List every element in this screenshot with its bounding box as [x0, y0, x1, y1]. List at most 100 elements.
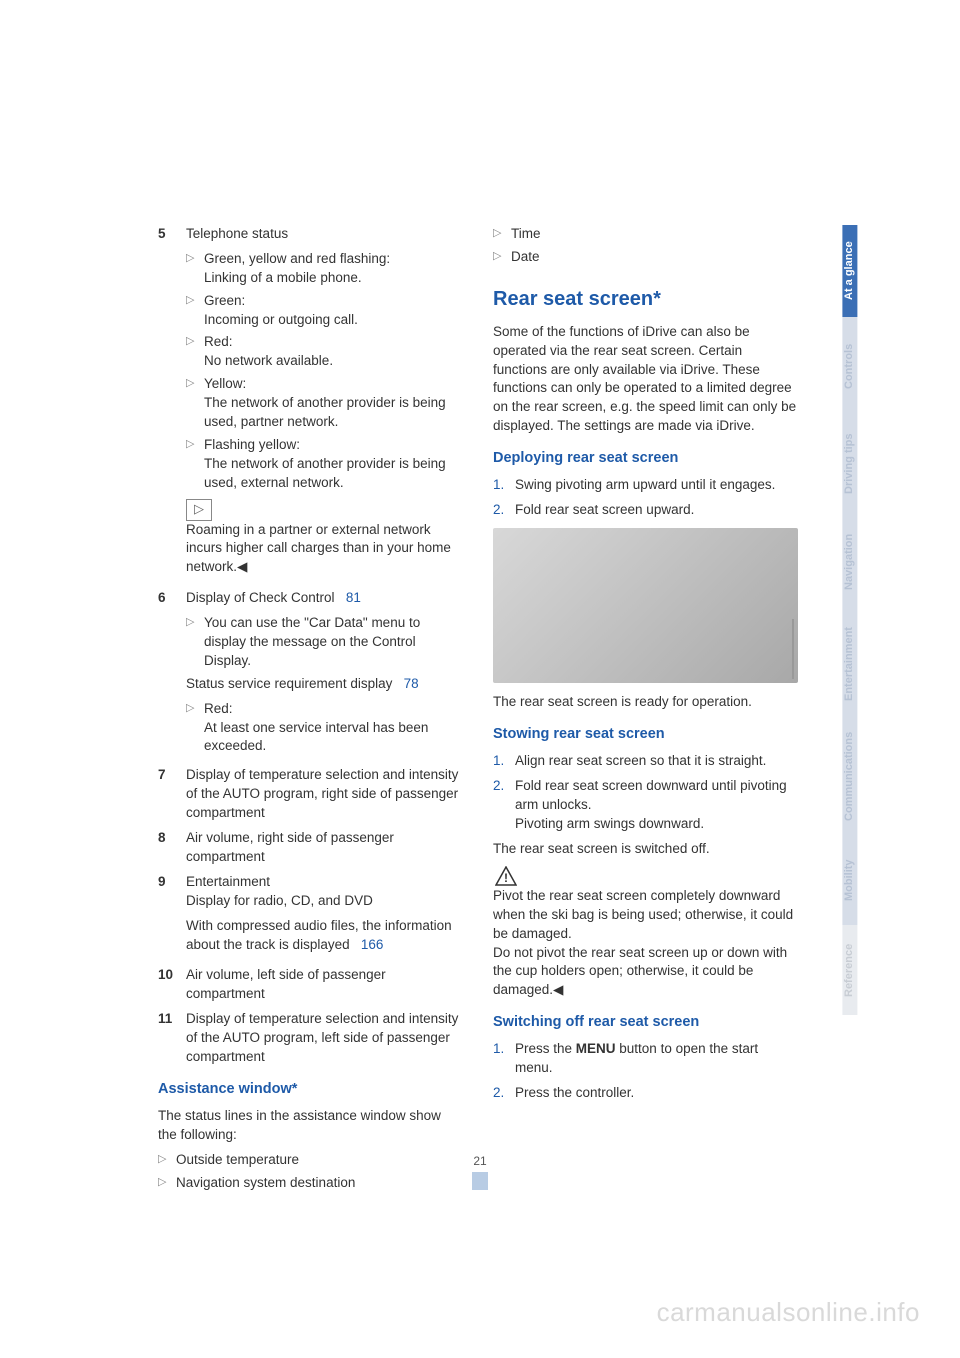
- item-text: Display of temperature selection and int…: [186, 1010, 463, 1067]
- step-bold: MENU: [576, 1041, 616, 1056]
- item-number: 10: [158, 966, 186, 1004]
- bullet: ▷ Date: [493, 248, 798, 267]
- step-text: Press the controller.: [515, 1084, 798, 1103]
- triangle-icon: ▷: [186, 292, 204, 330]
- page-link[interactable]: 166: [361, 937, 384, 952]
- step-2: 2. Fold rear seat screen downward until …: [493, 777, 798, 834]
- step-text: Fold rear seat screen upward.: [515, 501, 798, 520]
- item-text: Display of temperature selection and int…: [186, 766, 463, 823]
- step-number: 1.: [493, 476, 515, 495]
- bullet-head: Red:: [204, 334, 233, 349]
- watermark: carmanualsonline.info: [657, 1294, 920, 1330]
- item-body: Telephone status ▷ Green, yellow and red…: [186, 225, 463, 583]
- side-tab-at-a-glance[interactable]: At a glance: [842, 225, 857, 317]
- list-item-8: 8 Air volume, right side of passenger co…: [158, 829, 463, 867]
- bullet: ▷ Time: [493, 225, 798, 244]
- bullet: ▷ Outside temperature: [158, 1151, 463, 1170]
- item-title: Entertainment: [186, 873, 463, 892]
- triangle-icon: ▷: [186, 614, 204, 671]
- triangle-icon: ▷: [186, 375, 204, 432]
- side-tab-communications[interactable]: Communications: [842, 717, 857, 835]
- bullet-head: Yellow:: [204, 376, 246, 391]
- assist-intro: The status lines in the assistance windo…: [158, 1107, 463, 1145]
- step-text: Swing pivoting arm upward until it engag…: [515, 476, 798, 495]
- bullet: ▷ Green: Incoming or outgoing call.: [186, 292, 463, 330]
- bullet-head: Green, yellow and red flashing:: [204, 251, 390, 266]
- bullet-body: Navigation system destination: [176, 1174, 463, 1193]
- svg-text:!: !: [504, 871, 508, 885]
- item-title: Telephone status: [186, 225, 463, 244]
- bullet-body: Date: [511, 248, 798, 267]
- triangle-icon: ▷: [158, 1151, 176, 1170]
- item-sub: Display for radio, CD, and DVD: [186, 892, 463, 911]
- heading-rear-seat-screen: Rear seat screen*: [493, 285, 798, 313]
- left-column: 5 Telephone status ▷ Green, yellow and r…: [158, 225, 463, 1197]
- step-1: 1. Align rear seat screen so that it is …: [493, 752, 798, 771]
- warning-text: Pivot the rear seat screen completely do…: [493, 888, 793, 941]
- triangle-icon: ▷: [186, 333, 204, 371]
- bullet-body: The network of another provider is being…: [204, 395, 446, 429]
- page-link[interactable]: 78: [404, 676, 419, 691]
- item-text: Air volume, left side of passenger compa…: [186, 966, 463, 1004]
- page-number-bar: [472, 1172, 488, 1190]
- bullet: ▷ Green, yellow and red flashing: Linkin…: [186, 250, 463, 288]
- step-number: 2.: [493, 1084, 515, 1103]
- side-tabs: At a glanceControlsDriving tipsNavigatio…: [842, 225, 868, 1015]
- status-text: Status service requirement display: [186, 676, 392, 691]
- bullet-body: Outside temperature: [176, 1151, 463, 1170]
- bullet-head: Green:: [204, 293, 245, 308]
- item-title: Display of Check Control: [186, 590, 335, 605]
- side-tab-controls[interactable]: Controls: [842, 317, 857, 415]
- step-number: 1.: [493, 752, 515, 771]
- bullet-body: You can use the "Car Data" menu to displ…: [204, 614, 463, 671]
- warning-icon: !: [493, 865, 519, 887]
- side-tab-entertainment[interactable]: Entertainment: [842, 611, 857, 717]
- bullet: ▷ Yellow: The network of another provide…: [186, 375, 463, 432]
- item-number: 8: [158, 829, 186, 867]
- step-1: 1. Swing pivoting arm upward until it en…: [493, 476, 798, 495]
- page-link[interactable]: 81: [346, 590, 361, 605]
- step-2: 2. Fold rear seat screen upward.: [493, 501, 798, 520]
- triangle-icon: ▷: [493, 248, 511, 267]
- triangle-icon: ▷: [493, 225, 511, 244]
- bullet-body: No network available.: [204, 353, 333, 368]
- page-content: 5 Telephone status ▷ Green, yellow and r…: [158, 225, 798, 1197]
- step-pre: Press the: [515, 1041, 576, 1056]
- list-item-5: 5 Telephone status ▷ Green, yellow and r…: [158, 225, 463, 583]
- item-number: 5: [158, 225, 186, 583]
- deploy-after: The rear seat screen is ready for operat…: [493, 693, 798, 712]
- bullet: ▷ Navigation system destination: [158, 1174, 463, 1193]
- step-number: 1.: [493, 1040, 515, 1078]
- bullet-body: At least one service interval has been e…: [204, 720, 428, 754]
- bullet-head: Red:: [204, 701, 233, 716]
- step-text: Fold rear seat screen downward until piv…: [515, 778, 787, 812]
- heading-assistance-window: Assistance window*: [158, 1079, 463, 1099]
- step-number: 2.: [493, 501, 515, 520]
- item-number: 7: [158, 766, 186, 823]
- heading-deploying: Deploying rear seat screen: [493, 448, 798, 468]
- warning-text-2: Do not pivot the rear seat screen up or …: [493, 945, 787, 998]
- heading-stowing: Stowing rear seat screen: [493, 724, 798, 744]
- list-item-9: 9 Entertainment Display for radio, CD, a…: [158, 873, 463, 961]
- side-tab-reference[interactable]: Reference: [842, 925, 857, 1015]
- bullet-body: Incoming or outgoing call.: [204, 312, 358, 327]
- heading-switching-off: Switching off rear seat screen: [493, 1012, 798, 1032]
- triangle-icon: ▷: [158, 1174, 176, 1193]
- side-tab-mobility[interactable]: Mobility: [842, 835, 857, 925]
- bullet-body: The network of another provider is being…: [204, 456, 446, 490]
- side-tab-navigation[interactable]: Navigation: [842, 513, 857, 611]
- step-sub: Pivoting arm swings downward.: [515, 816, 704, 831]
- side-tab-driving-tips[interactable]: Driving tips: [842, 415, 857, 513]
- step-text: Align rear seat screen so that it is str…: [515, 752, 798, 771]
- bullet-body: Time: [511, 225, 798, 244]
- item-number: 9: [158, 873, 186, 961]
- bullet-head: Flashing yellow:: [204, 437, 300, 452]
- rear-seat-screen-image: [493, 528, 798, 683]
- note-text: Roaming in a partner or external network…: [186, 522, 451, 575]
- rear-intro: Some of the functions of iDrive can also…: [493, 323, 798, 436]
- stow-after: The rear seat screen is switched off.: [493, 840, 798, 859]
- bullet: ▷ Red: No network available.: [186, 333, 463, 371]
- triangle-icon: ▷: [186, 436, 204, 493]
- bullet: ▷ You can use the "Car Data" menu to dis…: [186, 614, 463, 671]
- triangle-icon: ▷: [186, 700, 204, 757]
